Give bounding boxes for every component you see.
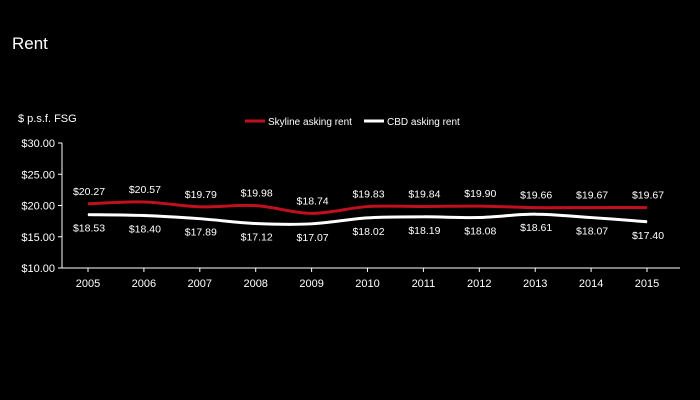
data-label: $20.27	[73, 186, 105, 198]
data-label: $17.07	[297, 232, 329, 244]
data-point	[422, 216, 424, 218]
x-tick-label: 2011	[412, 278, 436, 290]
data-point	[478, 205, 480, 207]
y-tick-label: $30.00	[21, 138, 55, 150]
data-label: $18.40	[129, 224, 161, 236]
data-label: $18.08	[464, 226, 496, 238]
data-point	[478, 217, 480, 218]
data-point	[255, 223, 257, 224]
data-point	[255, 205, 257, 207]
data-point	[311, 223, 313, 225]
y-axis-label: $ p.s.f. FSG	[18, 113, 77, 125]
data-label: $17.40	[632, 230, 664, 242]
x-tick-label: 2015	[635, 278, 659, 290]
data-label: $20.57	[129, 184, 161, 196]
data-point	[590, 217, 592, 219]
y-tick-label: $25.00	[21, 169, 55, 181]
y-tick-label: $20.00	[21, 201, 55, 213]
x-tick-label: 2012	[467, 278, 491, 290]
x-tick-label: 2014	[579, 278, 603, 290]
data-label: $19.90	[464, 188, 496, 200]
data-point	[534, 207, 536, 209]
data-label: $18.19	[408, 225, 440, 237]
data-point	[367, 206, 368, 208]
data-label: $19.66	[520, 190, 552, 202]
x-tick-label: 2013	[523, 278, 547, 290]
axes: $10.00 $15.00 $20.00 $25.00 $30.00 2005 2006 20…	[21, 138, 680, 290]
data-point	[367, 217, 368, 219]
data-point	[534, 213, 536, 215]
data-label: $18.74	[297, 195, 329, 207]
data-point	[199, 218, 201, 220]
data-label: $17.89	[185, 227, 217, 239]
data-point	[646, 207, 648, 209]
data-point	[87, 214, 89, 216]
legend-item: CBD asking rent	[364, 117, 460, 128]
series-layer: $20.27 $20.57 $19.79 $19.98 $18.74 $19.83 $19.…	[73, 184, 664, 244]
data-point	[143, 215, 145, 216]
data-label: $19.83	[352, 189, 384, 201]
data-label: $18.02	[352, 226, 384, 238]
x-tick-label: 2009	[299, 278, 323, 290]
x-tick-label: 2005	[76, 278, 100, 290]
legend-label: CBD asking rent	[387, 117, 460, 128]
data-point	[143, 201, 145, 203]
legend-label: Skyline asking rent	[268, 117, 352, 128]
data-label: $18.61	[520, 222, 552, 234]
data-point	[646, 221, 648, 223]
x-tick-label: 2006	[132, 278, 156, 290]
data-label: $19.67	[576, 190, 608, 202]
y-tick-label: $15.00	[21, 232, 55, 244]
data-label: $18.53	[73, 223, 105, 235]
data-label: $19.67	[632, 190, 664, 202]
data-point	[87, 203, 89, 205]
legend-item: Skyline asking rent	[245, 117, 352, 128]
data-label: $18.07	[576, 226, 608, 238]
y-tick-label: $10.00	[21, 263, 55, 275]
series-line	[87, 200, 648, 215]
page-title: Rent	[12, 34, 48, 53]
data-point	[311, 212, 313, 214]
legend: Skyline asking rent CBD asking rent	[245, 117, 460, 128]
x-tick-label: 2008	[243, 278, 267, 290]
data-label: $19.98	[241, 188, 273, 200]
series-line	[87, 212, 648, 226]
data-point	[422, 206, 424, 207]
data-point	[590, 207, 592, 209]
data-label: $17.12	[241, 232, 273, 244]
data-label: $19.84	[408, 189, 440, 201]
x-tick-label: 2007	[188, 278, 212, 290]
data-label: $19.79	[185, 189, 217, 201]
x-tick-label: 2010	[355, 278, 379, 290]
data-point	[199, 206, 201, 208]
